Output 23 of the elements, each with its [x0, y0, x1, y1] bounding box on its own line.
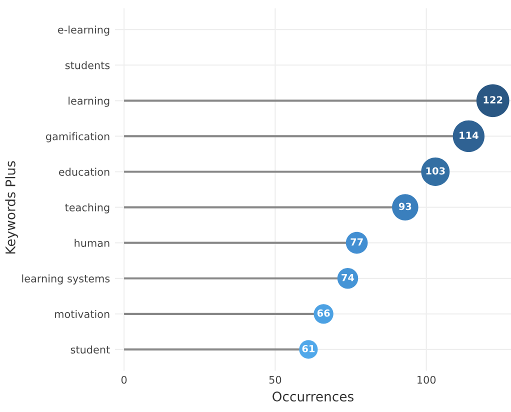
y-tick-label: student: [70, 346, 110, 354]
x-axis-title: Occurrences: [272, 392, 354, 402]
data-label: 122: [484, 96, 502, 104]
x-tick-label: 50: [269, 376, 282, 384]
y-tick-label: teaching: [65, 203, 110, 214]
data-label: 114: [460, 132, 478, 139]
y-tick-label: human: [74, 238, 110, 247]
y-tick-label: students: [65, 61, 110, 70]
x-tick-label: 100: [418, 376, 436, 384]
data-label: 74: [342, 274, 354, 282]
data-label: 103: [426, 167, 445, 175]
y-tick-label: gamification: [46, 132, 110, 142]
data-label: 93: [398, 202, 412, 210]
y-tick-label: education: [59, 168, 110, 176]
y-tick-label: learning: [68, 96, 110, 107]
y-tick-label: e-learning: [58, 26, 110, 36]
y-tick-label: learning systems: [22, 274, 110, 285]
data-label: 61: [302, 344, 315, 352]
x-tick-label: 0: [121, 376, 127, 384]
data-label: 77: [350, 238, 363, 246]
y-axis-title: Keywords Plus: [5, 161, 18, 254]
data-label: 66: [317, 309, 330, 317]
y-tick-label: motivation: [55, 310, 110, 318]
